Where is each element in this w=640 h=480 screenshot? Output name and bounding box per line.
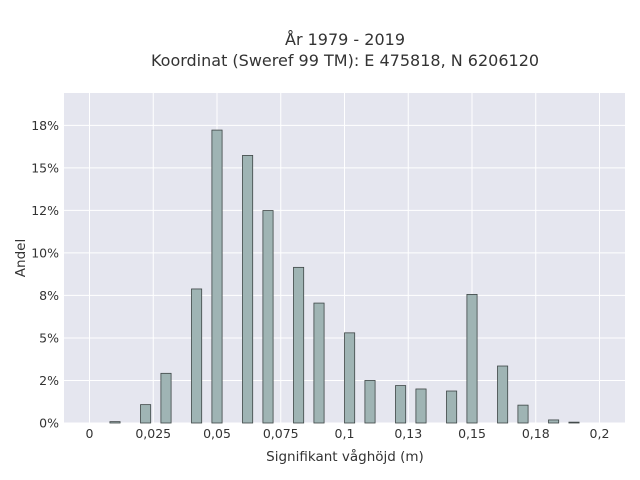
x-tick-label: 0,1 (335, 426, 355, 441)
histogram-bar (466, 294, 478, 424)
y-tick-label: 0% (39, 416, 59, 431)
y-tick-label: 15% (31, 160, 59, 175)
histogram-bar (109, 421, 121, 424)
y-tick-label: 12% (31, 203, 59, 218)
chart-title-line-1: År 1979 - 2019 (285, 30, 405, 49)
chart-title-line-2: Koordinat (Sweref 99 TM): E 475818, N 62… (151, 51, 539, 70)
histogram-bar (446, 390, 458, 424)
y-tick-label: 5% (39, 330, 59, 345)
histogram-bar (497, 365, 509, 424)
histogram-bar (313, 302, 325, 424)
histogram-bar (364, 380, 376, 424)
histogram-bar (211, 129, 223, 424)
x-tick-label: 0,13 (394, 426, 422, 441)
histogram-bar (191, 288, 203, 424)
histogram-bar (160, 372, 172, 424)
y-tick-label: 8% (39, 288, 59, 303)
histogram-bar (262, 210, 274, 424)
histogram-bar (344, 332, 356, 424)
y-tick-label: 2% (39, 373, 59, 388)
histogram-bar (415, 388, 427, 424)
histogram-bar (140, 404, 152, 424)
x-tick-label: 0 (86, 426, 94, 441)
histogram-bar (293, 266, 305, 424)
y-tick-label: 10% (31, 245, 59, 260)
y-axis-label: Andel (13, 239, 29, 277)
histogram-bar (242, 155, 254, 424)
x-tick-label: 0,2 (590, 426, 610, 441)
x-tick-label: 0,15 (458, 426, 486, 441)
x-axis-ticks: 0 0,025 0,05 0,075 0,1 0,13 0,15 0,18 0,2 (86, 426, 610, 441)
x-axis-label: Signifikant våghöjd (m) (266, 448, 424, 465)
y-axis-ticks: 0% 2% 5% 8% 10% 12% 15% 18% (31, 118, 59, 431)
x-tick-label: 0,075 (263, 426, 299, 441)
x-tick-label: 0,025 (135, 426, 171, 441)
y-tick-label: 18% (31, 118, 59, 133)
histogram-bar (568, 421, 580, 424)
histogram-bar (395, 385, 407, 424)
x-tick-label: 0,18 (522, 426, 550, 441)
histogram-bar (517, 404, 529, 424)
histogram-bar (548, 419, 560, 424)
x-tick-label: 0,05 (203, 426, 231, 441)
bars (109, 129, 580, 424)
